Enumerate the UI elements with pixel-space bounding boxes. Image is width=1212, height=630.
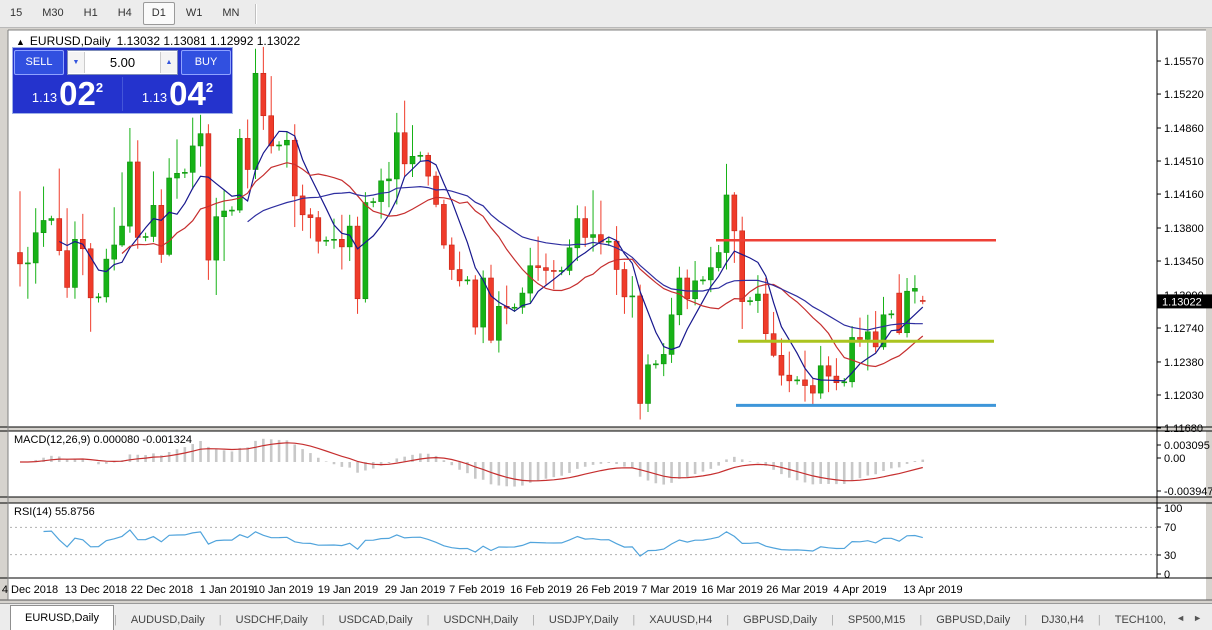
date-label: 13 Apr 2019 <box>903 584 962 596</box>
volume-decrease-icon[interactable]: ▼ <box>68 52 85 73</box>
date-label: 26 Mar 2019 <box>766 584 828 596</box>
price-tick-label: 1.12740 <box>1164 323 1204 335</box>
rsi-axis-label: 70 <box>1164 522 1176 534</box>
volume-increase-icon[interactable]: ▲ <box>160 52 177 73</box>
buy-price-sup: 2 <box>205 80 214 95</box>
date-label: 10 Jan 2019 <box>253 584 314 596</box>
price-tick-label: 1.13800 <box>1164 223 1204 235</box>
price-tick-label: 1.13450 <box>1164 256 1204 268</box>
timeframe-button-15[interactable]: 15 <box>10 7 23 19</box>
tab-scroll-right-icon[interactable]: ► <box>1193 612 1202 623</box>
chart-ohlc-values: 1.13032 1.13081 1.12992 1.13022 <box>116 34 301 48</box>
chart-tab-eurusd-daily[interactable]: EURUSD,Daily <box>10 605 114 630</box>
chart-tab-tech100-h1[interactable]: TECH100,H1 <box>1114 614 1167 626</box>
date-label: 7 Feb 2019 <box>449 584 505 596</box>
macd-label: MACD(12,26,9) 0.000080 -0.001324 <box>14 434 192 446</box>
tab-divider: | <box>426 614 430 626</box>
tab-divider: | <box>532 614 535 626</box>
current-price-tag: 1.13022 <box>1162 296 1202 308</box>
sell-button[interactable]: SELL <box>14 50 64 75</box>
chart-tab-gbpusd-daily[interactable]: GBPUSD,Daily <box>743 614 818 626</box>
date-label: 16 Feb 2019 <box>510 584 572 596</box>
timeframe-button-h1[interactable]: H1 <box>83 7 98 19</box>
date-label: 22 Dec 2018 <box>131 584 193 596</box>
chart-tabs: EURUSD,Daily | AUDUSD,Daily | USDCHF,Daily | U… <box>0 604 1166 630</box>
rsi-axis-label: 100 <box>1164 503 1182 515</box>
tab-divider: | <box>726 614 730 626</box>
chart-tab-audusd-daily[interactable]: AUDUSD,Daily <box>130 614 205 626</box>
chart-tab-gbpusd-daily[interactable]: GBPUSD,Daily <box>936 614 1011 626</box>
price-tick-label: 1.14160 <box>1164 189 1204 201</box>
buy-price-small: 1.13 <box>141 90 168 105</box>
price-tick-label: 1.12030 <box>1164 390 1204 402</box>
buy-price[interactable]: 1.13 04 2 <box>123 77 232 111</box>
tab-divider: | <box>113 614 117 626</box>
price-tick-label: 1.12380 <box>1164 357 1204 369</box>
date-label: 7 Mar 2019 <box>641 584 697 596</box>
chart-title: ▲ EURUSD,Daily 1.13032 1.13081 1.12992 1.1… <box>16 34 300 48</box>
timeframe-button-m30[interactable]: M30 <box>42 7 64 19</box>
tab-divider: | <box>632 614 636 626</box>
volume-field-wrap: ▼ 5.00 ▲ <box>67 50 178 75</box>
tab-divider: | <box>831 614 834 626</box>
tab-scroll-arrows: ◄ ► <box>1166 604 1212 630</box>
one-click-trade-panel: SELL ▼ 5.00 ▲ BUY 1.13 02 2 1.13 04 2 <box>12 47 233 114</box>
chart-symbol: EURUSD,Daily <box>29 34 111 48</box>
chart-tab-usdcnh-daily[interactable]: USDCNH,Daily <box>443 614 519 626</box>
chart-tab-dj30-h4[interactable]: DJ30,H4 <box>1041 614 1084 626</box>
tab-scroll-left-icon[interactable]: ◄ <box>1176 612 1186 623</box>
macd-axis-label: 0.00 <box>1164 453 1185 465</box>
tab-divider: | <box>1024 614 1028 626</box>
tab-divider: | <box>919 614 923 626</box>
date-label: 1 Jan 2019 <box>200 584 254 596</box>
timeframe-button-d1[interactable]: D1 <box>142 2 175 25</box>
volume-input[interactable]: 5.00 <box>85 55 160 70</box>
price-tick-label: 1.11680 <box>1164 423 1203 435</box>
timeframe-button-w1[interactable]: W1 <box>185 7 203 19</box>
date-label: 29 Jan 2019 <box>385 584 446 596</box>
chart-tab-sp500-m15[interactable]: SP500,M15 <box>847 614 906 626</box>
tab-divider: | <box>218 614 222 626</box>
timeframe-buttons: 15 M30 H1 H4 D1 W1 MN <box>0 2 249 25</box>
chart-tab-usdjpy-daily[interactable]: USDJPY,Daily <box>548 614 619 626</box>
sell-price-sup: 2 <box>95 80 104 95</box>
date-label: 26 Feb 2019 <box>576 584 638 596</box>
price-tick-label: 1.14510 <box>1164 156 1204 168</box>
symbol-marker-icon: ▲ <box>16 37 25 47</box>
price-tick-label: 1.14860 <box>1164 123 1204 135</box>
chart-tab-bar: EURUSD,Daily | AUDUSD,Daily | USDCHF,Daily | U… <box>0 603 1212 630</box>
buy-button[interactable]: BUY <box>181 50 231 75</box>
date-label: 19 Jan 2019 <box>318 584 379 596</box>
sell-price[interactable]: 1.13 02 2 <box>13 77 122 111</box>
price-tick-label: 1.15220 <box>1164 89 1204 101</box>
timeframe-button-mn[interactable]: MN <box>222 7 240 19</box>
date-label: 4 Apr 2019 <box>833 584 886 596</box>
price-tick-label: 1.15570 <box>1164 56 1204 68</box>
macd-axis-label: 0.003095 <box>1164 440 1210 452</box>
rsi-axis-label: 30 <box>1164 550 1176 562</box>
timeframe-button-h4[interactable]: H4 <box>117 7 132 19</box>
buy-price-big: 04 <box>169 75 206 112</box>
macd-axis-label: -0.003947 <box>1164 486 1212 498</box>
chart-tab-usdchf-daily[interactable]: USDCHF,Daily <box>235 614 308 626</box>
date-label: 13 Dec 2018 <box>65 584 127 596</box>
timeframe-toolbar: 15 M30 H1 H4 D1 W1 MN <box>0 0 1212 28</box>
sell-price-big: 02 <box>59 75 96 112</box>
toolbar-divider <box>255 3 258 24</box>
sell-price-small: 1.13 <box>31 90 58 105</box>
chart-tab-xauusd-h4[interactable]: XAUUSD,H4 <box>649 614 713 626</box>
tab-divider: | <box>1097 614 1101 626</box>
rsi-axis-label: 0 <box>1164 569 1170 581</box>
rsi-label: RSI(14) 55.8756 <box>14 506 95 518</box>
date-label: 4 Dec 2018 <box>2 584 58 596</box>
tab-divider: | <box>321 614 325 626</box>
date-label: 16 Mar 2019 <box>701 584 763 596</box>
chart-tab-usdcad-daily[interactable]: USDCAD,Daily <box>338 614 413 626</box>
